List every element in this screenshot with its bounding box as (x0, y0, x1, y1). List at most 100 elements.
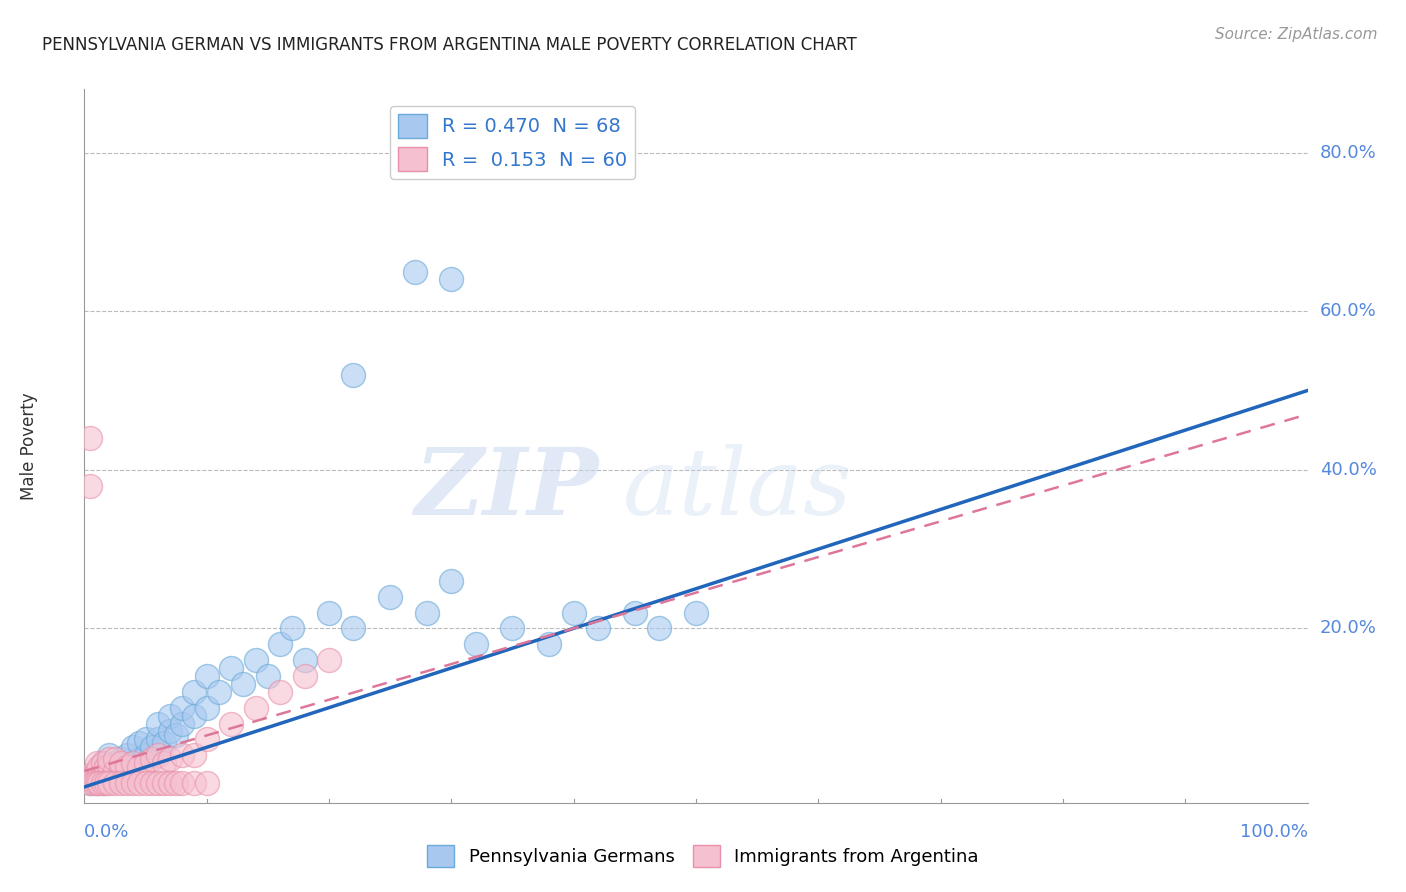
Point (502, 621, 524, 635)
Point (86, 772, 108, 786)
Point (97, 760, 120, 774)
Text: Male Poverty: Male Poverty (20, 392, 38, 500)
Point (245, 653, 267, 667)
Point (183, 708, 205, 723)
Point (159, 752, 181, 766)
Point (83, 776, 105, 790)
Point (440, 574, 463, 588)
Point (91, 776, 114, 790)
Point (91, 764, 114, 778)
Point (141, 776, 163, 790)
Point (159, 724, 181, 739)
Point (172, 748, 194, 763)
Point (122, 776, 145, 790)
Point (96, 771, 118, 785)
Point (183, 685, 205, 699)
Point (538, 637, 561, 651)
Point (172, 776, 194, 790)
Point (195, 732, 218, 747)
Text: 100.0%: 100.0% (1240, 822, 1308, 840)
Point (104, 752, 127, 766)
Point (135, 748, 157, 763)
Point (115, 748, 138, 763)
Point (135, 732, 157, 747)
Point (115, 760, 138, 774)
Point (91, 756, 114, 771)
Text: ZIP: ZIP (413, 444, 598, 533)
Point (195, 700, 218, 714)
Point (97, 776, 120, 790)
Point (195, 669, 218, 683)
Legend: Pennsylvania Germans, Immigrants from Argentina: Pennsylvania Germans, Immigrants from Ar… (420, 838, 986, 874)
Point (128, 752, 150, 766)
Point (110, 752, 132, 766)
Point (110, 764, 132, 778)
Point (86, 764, 108, 778)
Point (97, 760, 120, 774)
Point (440, 272, 463, 286)
Point (294, 653, 316, 667)
Point (91, 756, 114, 771)
Point (146, 732, 169, 747)
Point (183, 748, 205, 763)
Point (232, 677, 254, 691)
Point (110, 764, 132, 778)
Point (91, 764, 114, 778)
Point (281, 621, 304, 635)
Point (110, 776, 132, 790)
Point (172, 700, 194, 714)
Point (79, 478, 101, 492)
Point (97, 768, 120, 782)
Point (648, 621, 671, 635)
Point (159, 776, 181, 790)
Point (128, 760, 150, 774)
Legend: R = 0.470  N = 68, R =  0.153  N = 60: R = 0.470 N = 68, R = 0.153 N = 60 (389, 106, 636, 178)
Point (79, 768, 101, 782)
Point (96, 768, 118, 782)
Point (79, 776, 101, 790)
Point (586, 621, 609, 635)
Point (86, 756, 108, 771)
Point (104, 773, 127, 788)
Text: 20.0%: 20.0% (1320, 619, 1376, 638)
Point (159, 708, 181, 723)
Point (104, 776, 127, 790)
Point (79, 776, 101, 790)
Point (91, 772, 114, 786)
Point (104, 764, 127, 778)
Point (83, 768, 105, 782)
Point (380, 590, 402, 604)
Point (404, 264, 426, 278)
Point (219, 716, 242, 731)
Point (96, 776, 118, 790)
Point (79, 772, 101, 786)
Point (122, 756, 145, 771)
Point (208, 685, 231, 699)
Point (104, 764, 127, 778)
Point (91, 772, 114, 786)
Point (183, 776, 205, 790)
Point (122, 756, 145, 771)
Point (86, 764, 108, 778)
Point (135, 776, 157, 790)
Point (97, 752, 120, 766)
Point (128, 776, 150, 790)
Point (146, 748, 169, 763)
Point (110, 756, 132, 771)
Point (245, 700, 267, 714)
Point (342, 621, 364, 635)
Point (146, 716, 169, 731)
Point (153, 756, 176, 771)
Point (318, 653, 340, 667)
Point (685, 606, 707, 620)
Point (87, 776, 110, 790)
Point (464, 637, 486, 651)
Text: 80.0%: 80.0% (1320, 144, 1376, 161)
Point (153, 736, 176, 750)
Text: Source: ZipAtlas.com: Source: ZipAtlas.com (1215, 27, 1378, 42)
Point (269, 685, 291, 699)
Point (96, 760, 118, 774)
Point (87, 773, 110, 788)
Point (79, 431, 101, 445)
Point (172, 716, 194, 731)
